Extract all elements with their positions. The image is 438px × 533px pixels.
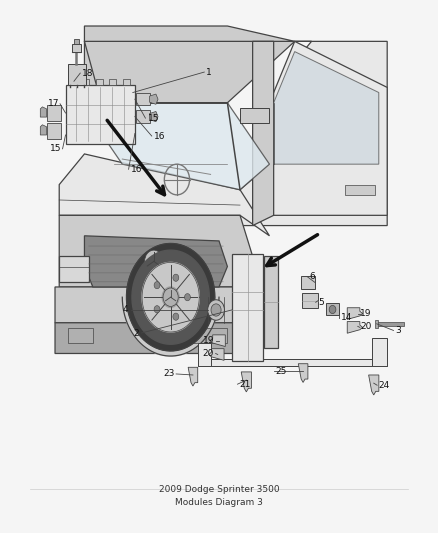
Polygon shape — [85, 42, 311, 103]
Text: 18: 18 — [81, 69, 93, 78]
Polygon shape — [110, 79, 116, 85]
Polygon shape — [40, 125, 46, 135]
Polygon shape — [123, 79, 130, 85]
Polygon shape — [253, 42, 274, 225]
Polygon shape — [150, 94, 158, 104]
Text: 1: 1 — [206, 68, 212, 77]
Polygon shape — [162, 287, 179, 308]
Polygon shape — [190, 328, 227, 343]
Polygon shape — [198, 359, 387, 366]
Polygon shape — [374, 320, 378, 328]
Polygon shape — [265, 256, 278, 349]
Polygon shape — [369, 375, 379, 395]
Polygon shape — [301, 276, 315, 288]
Text: 21: 21 — [239, 379, 251, 389]
Polygon shape — [269, 42, 387, 215]
Circle shape — [163, 288, 178, 306]
Polygon shape — [127, 244, 215, 351]
Polygon shape — [302, 293, 318, 309]
Text: 20: 20 — [360, 322, 371, 331]
Circle shape — [173, 313, 179, 320]
Text: 24: 24 — [379, 381, 390, 390]
Polygon shape — [40, 107, 46, 117]
Polygon shape — [347, 321, 363, 333]
Polygon shape — [142, 262, 199, 332]
Polygon shape — [67, 64, 86, 85]
Polygon shape — [82, 79, 89, 85]
Polygon shape — [66, 85, 135, 144]
Polygon shape — [46, 106, 61, 120]
Text: 2009 Dodge Sprinter 3500
Modules Diagram 3: 2009 Dodge Sprinter 3500 Modules Diagram… — [159, 486, 279, 507]
Circle shape — [329, 305, 336, 313]
Polygon shape — [377, 322, 404, 326]
Polygon shape — [232, 254, 263, 361]
Polygon shape — [72, 44, 81, 52]
Circle shape — [184, 294, 191, 301]
Polygon shape — [136, 93, 150, 106]
Text: 2: 2 — [134, 328, 139, 337]
Text: 16: 16 — [154, 132, 165, 141]
Polygon shape — [68, 79, 75, 85]
Polygon shape — [208, 349, 224, 360]
Polygon shape — [85, 236, 227, 287]
Circle shape — [211, 304, 221, 316]
Text: 4: 4 — [123, 305, 129, 314]
Polygon shape — [46, 123, 61, 139]
Polygon shape — [59, 154, 269, 236]
Text: 25: 25 — [276, 367, 287, 376]
Polygon shape — [55, 287, 253, 323]
Polygon shape — [59, 256, 88, 282]
Polygon shape — [67, 328, 93, 343]
Text: 15: 15 — [148, 114, 159, 123]
Circle shape — [154, 281, 160, 289]
Polygon shape — [347, 308, 363, 319]
Text: 6: 6 — [309, 272, 315, 281]
Polygon shape — [59, 215, 253, 287]
Polygon shape — [122, 297, 219, 356]
Circle shape — [145, 250, 163, 273]
Text: 23: 23 — [163, 369, 175, 378]
Polygon shape — [132, 250, 209, 344]
Polygon shape — [241, 372, 251, 392]
Text: 3: 3 — [396, 326, 401, 335]
Polygon shape — [227, 42, 387, 225]
Polygon shape — [345, 184, 374, 195]
Text: 16: 16 — [131, 165, 142, 174]
Polygon shape — [136, 110, 150, 123]
Text: 19: 19 — [202, 336, 214, 345]
Polygon shape — [210, 335, 225, 346]
Polygon shape — [74, 39, 78, 44]
Polygon shape — [326, 303, 339, 315]
Polygon shape — [85, 26, 295, 42]
Polygon shape — [101, 103, 269, 190]
Polygon shape — [150, 111, 158, 122]
Polygon shape — [55, 323, 248, 353]
Text: 5: 5 — [318, 298, 324, 307]
Circle shape — [208, 300, 224, 320]
Text: 19: 19 — [360, 309, 371, 318]
Polygon shape — [372, 338, 387, 366]
Text: 15: 15 — [50, 144, 61, 154]
Text: 17: 17 — [48, 99, 59, 108]
Circle shape — [154, 305, 160, 313]
Text: 14: 14 — [341, 313, 352, 322]
Polygon shape — [96, 79, 102, 85]
Polygon shape — [274, 52, 379, 164]
Polygon shape — [240, 108, 269, 123]
Polygon shape — [188, 367, 198, 386]
Text: 20: 20 — [203, 349, 214, 358]
Polygon shape — [298, 364, 308, 383]
Polygon shape — [198, 343, 211, 366]
Circle shape — [173, 274, 179, 281]
